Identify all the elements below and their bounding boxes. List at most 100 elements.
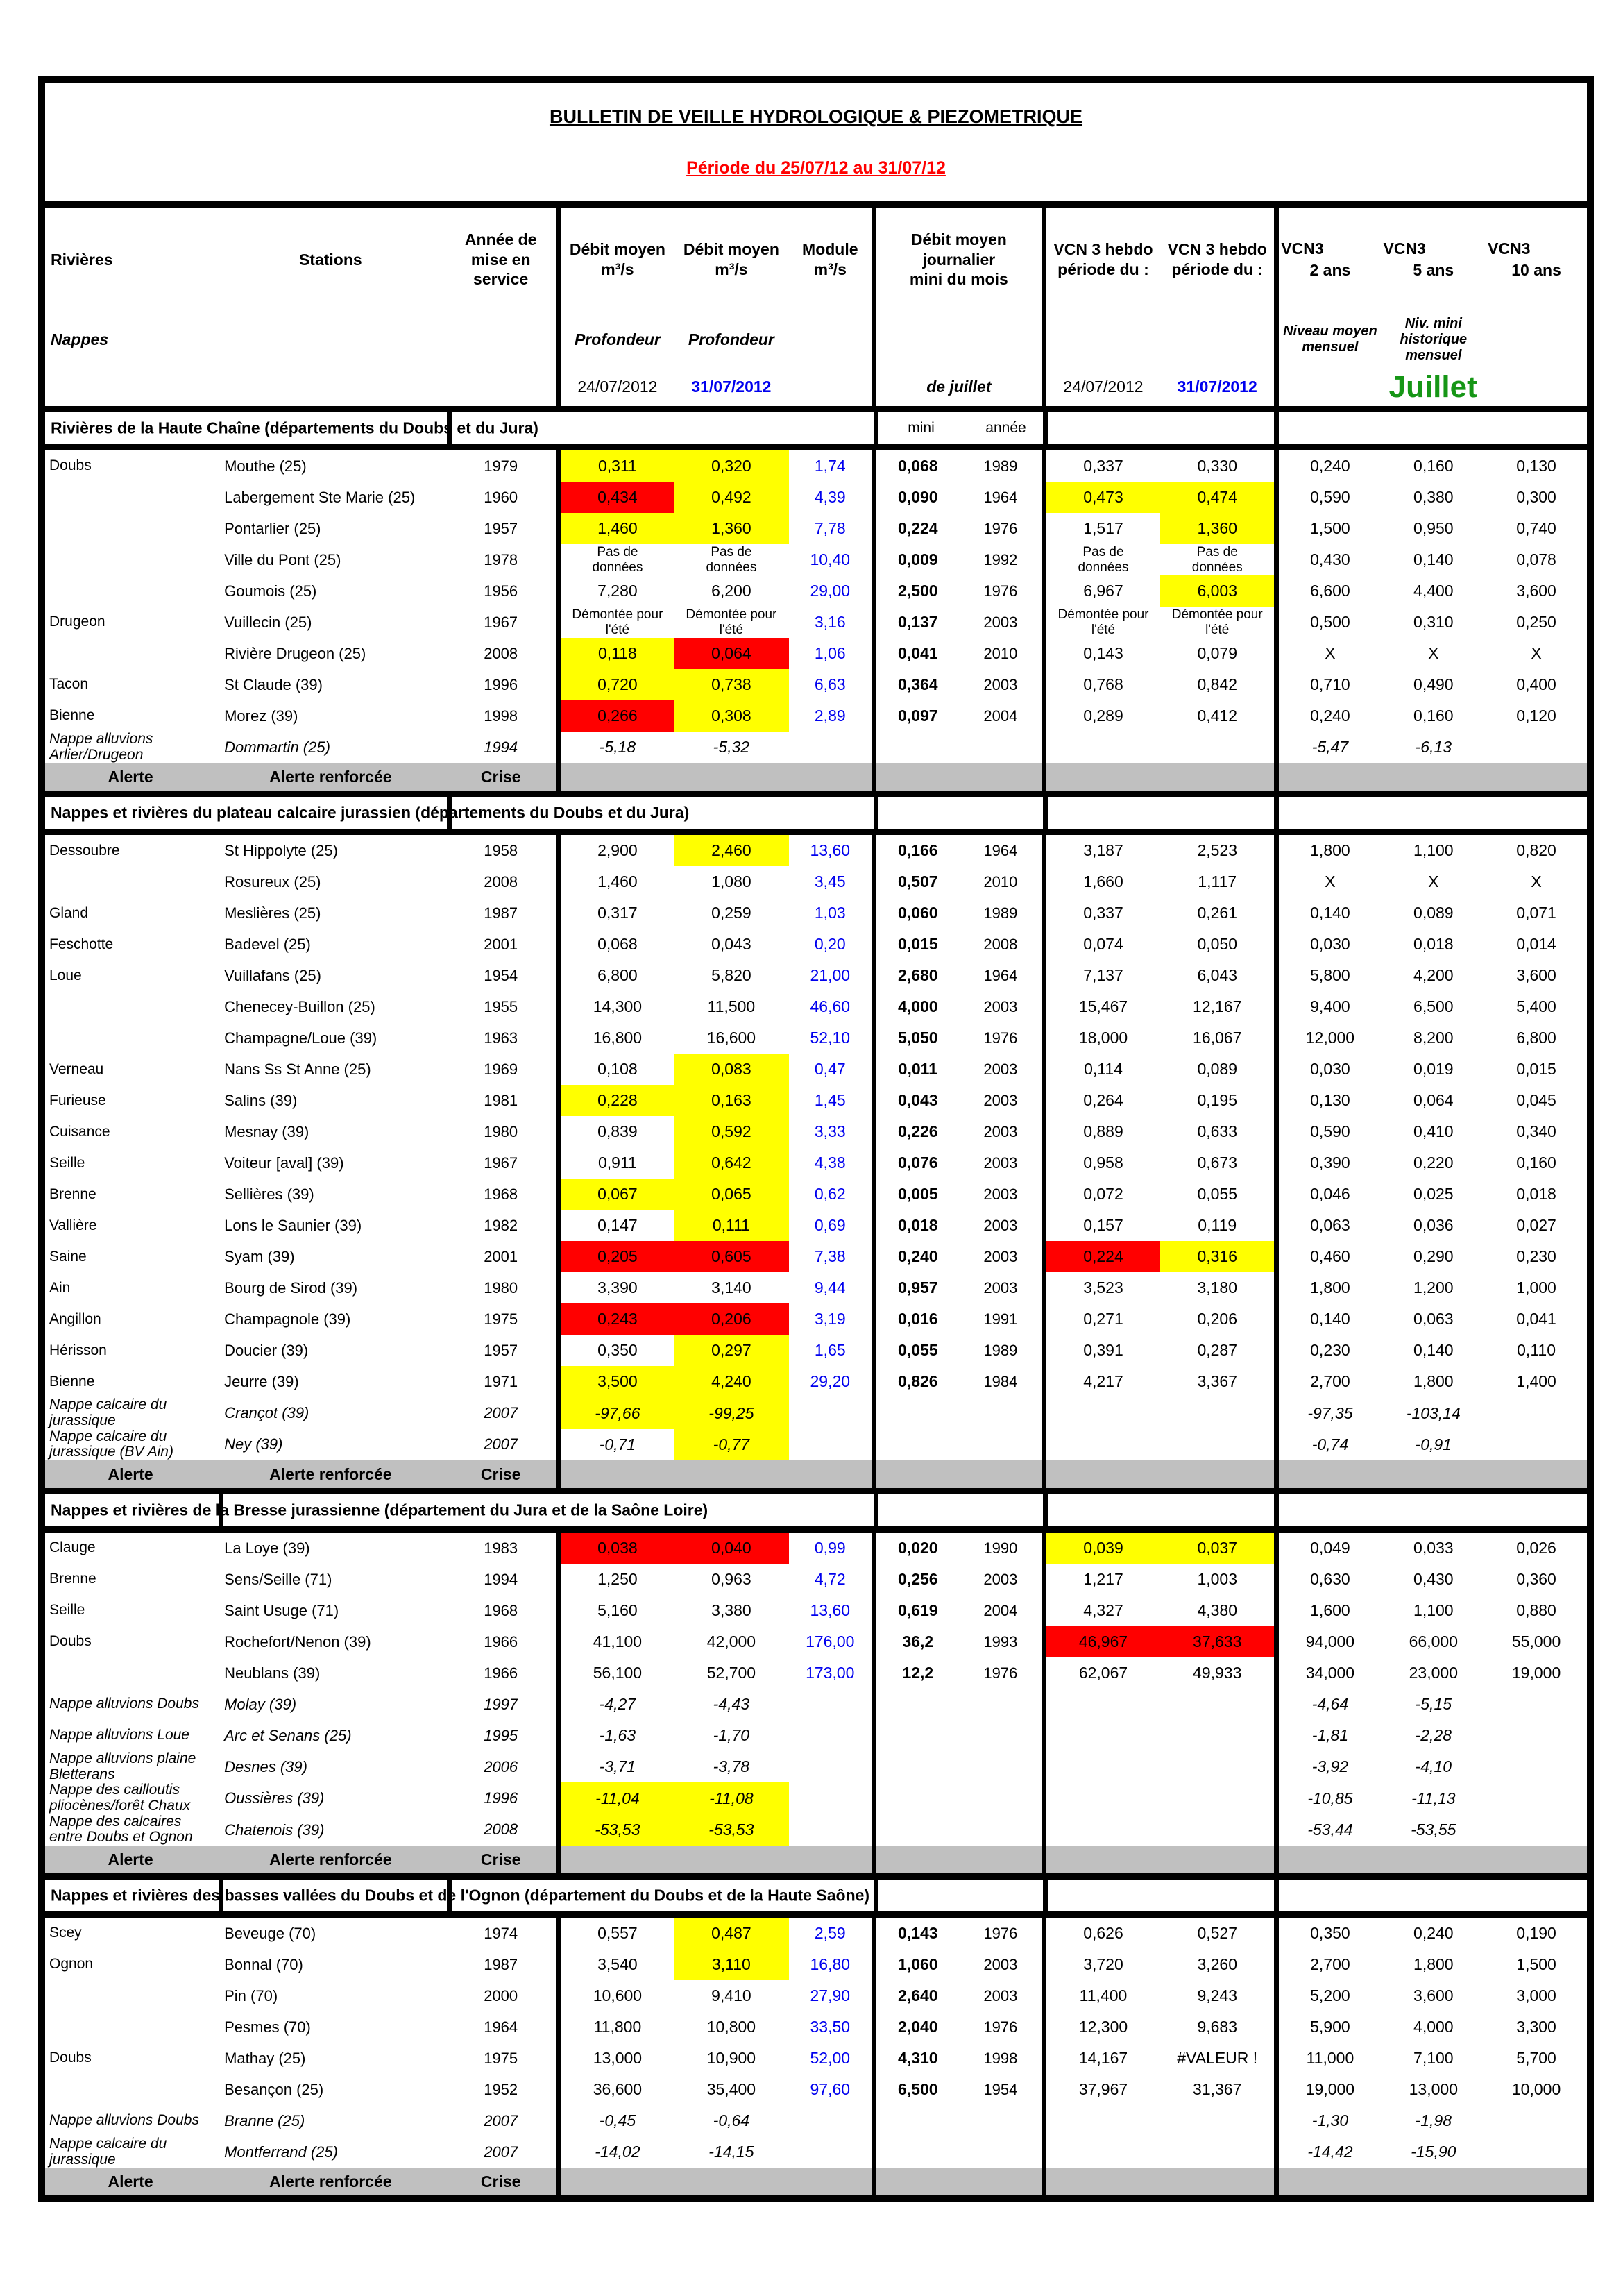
debit-moyen-cur: 0,111 <box>674 1210 789 1242</box>
vcn3-2ans: 0,240 <box>1274 700 1382 732</box>
module <box>789 1782 874 1814</box>
vcn3-2ans: 2,700 <box>1274 1366 1382 1398</box>
module <box>789 1751 874 1782</box>
vcn3-hebdo-prev: 46,967 <box>1041 1626 1161 1658</box>
vcn3-hebdo-prev: 0,271 <box>1041 1303 1161 1335</box>
station-row: Hérisson Doucier (39) 1957 0,350 0,297 1,65 0,… <box>42 1335 1590 1367</box>
debit-moyen-prev: 0,557 <box>556 1914 674 1950</box>
vcn3-10ans: 0,130 <box>1516 457 1556 475</box>
mini-du-mois: 2,640 <box>871 1980 960 2012</box>
vcn3-hebdo-cur <box>1160 1397 1277 1428</box>
year-in-service: 1994 <box>484 738 518 756</box>
vcn3-10ans: 10,000 <box>1511 2080 1561 2099</box>
mini-du-mois: 0,009 <box>871 544 960 575</box>
section-divider <box>1043 1880 1048 1912</box>
vcn3-5ans: 0,019 <box>1413 1060 1454 1079</box>
debit-moyen-cur: -11,08 <box>674 1782 789 1814</box>
module: 3,45 <box>814 872 846 891</box>
debit-moyen-prev: 0,068 <box>556 929 674 961</box>
station-row: Pesmes (70) 1964 11,800 10,800 33,50 2,040 197… <box>42 2011 1590 2043</box>
mini-du-mois: 0,256 <box>871 1564 960 1596</box>
vcn3-5ans: 0,025 <box>1413 1185 1454 1204</box>
vcn3-5ans: -6,13 <box>1415 738 1452 757</box>
col-header-vcn3-hebdo-cur: VCN 3 hebdo période du : <box>1167 240 1267 278</box>
station-row: Bienne Jeurre (39) 1971 3,500 4,240 29,20 0,82… <box>42 1366 1590 1398</box>
mini-du-mois: 0,015 <box>871 929 960 961</box>
debit-moyen-cur: -53,53 <box>674 1814 789 1846</box>
station-row: Labergement Ste Marie (25) 1960 0,434 0,492… <box>42 482 1590 513</box>
vcn3-2ans: X <box>1274 866 1382 898</box>
legend-cell <box>556 1460 874 1492</box>
vcn3-5ans: 6,500 <box>1413 997 1454 1016</box>
mini-annee: 2003 <box>983 1955 1018 1973</box>
station-row: Drugeon Vuillecin (25) 1967 Démontée pour l… <box>42 607 1590 638</box>
module: 7,38 <box>814 1247 846 1266</box>
mini-annee: 1989 <box>983 457 1018 475</box>
station-row: Neublans (39) 1966 56,100 52,700 173,00 12,2 1… <box>42 1657 1590 1689</box>
station-row: Nappe calcaire du jurassique Crançot (39)… <box>42 1396 1590 1429</box>
year-in-service: 2001 <box>484 1247 518 1265</box>
module: 16,80 <box>810 1955 851 1974</box>
station-name: Badevel (25) <box>224 935 311 953</box>
year-in-service: 1960 <box>484 488 518 506</box>
debit-moyen-prev: 36,600 <box>556 2074 674 2106</box>
col-header-annee: Année de mise en service <box>464 230 537 289</box>
vcn3-hebdo-cur: Pas de données <box>1191 545 1243 575</box>
date-vcn3-prev: 24/07/2012 <box>1041 367 1161 412</box>
vcn3-10ans: 0,120 <box>1516 707 1556 725</box>
debit-moyen-cur: 0,040 <box>674 1529 789 1564</box>
vcn3-5ans: 0,950 <box>1413 519 1454 537</box>
vcn3-hebdo-cur: 0,287 <box>1197 1341 1237 1360</box>
debit-moyen-cur: 0,259 <box>711 904 751 922</box>
vcn3-hebdo-cur: 0,261 <box>1197 904 1237 922</box>
vcn3-hebdo-prev <box>1041 1782 1161 1814</box>
vcn3-hebdo-prev <box>1041 2105 1161 2137</box>
station-row: Brenne Sellières (39) 1968 0,067 0,065 0,62 0,… <box>42 1179 1590 1210</box>
date-vcn3-cur: 31/07/2012 <box>1160 367 1277 412</box>
mini-annee: 1998 <box>983 2049 1018 2067</box>
vcn3-5ans: -53,55 <box>1411 1820 1456 1839</box>
module: 33,50 <box>810 2018 851 2036</box>
vcn3-2ans: 5,800 <box>1274 960 1382 992</box>
debit-moyen-prev: 1,460 <box>556 513 674 544</box>
vcn3-hebdo-prev: 14,167 <box>1041 2043 1161 2075</box>
vcn3-hebdo-cur: 1,003 <box>1197 1570 1237 1589</box>
vcn3-10ans: 0,071 <box>1516 904 1556 922</box>
legend-row: Alerte Alerte renforcée Crise <box>42 1846 1590 1877</box>
vcn3-hebdo-prev: 3,720 <box>1041 1949 1161 1981</box>
vcn3-hebdo-cur <box>1160 1751 1277 1782</box>
mini-du-mois: 0,068 <box>871 447 960 482</box>
vcn3-10ans <box>1486 1782 1590 1814</box>
station-name: Arc et Senans (25) <box>224 1726 352 1744</box>
year-in-service: 1987 <box>484 1955 518 1973</box>
section-divider <box>1043 412 1048 444</box>
legend-cell <box>1274 1460 1590 1492</box>
river-name: Dessoubre <box>49 842 120 859</box>
mini-du-mois: 0,166 <box>871 832 960 867</box>
mini-du-mois: 0,240 <box>871 1241 960 1273</box>
vcn3-5ans: 0,380 <box>1413 488 1454 506</box>
debit-moyen-prev: 0,228 <box>556 1085 674 1117</box>
vcn3-hebdo-prev <box>1041 1814 1161 1846</box>
debit-moyen-cur: 2,460 <box>674 832 789 867</box>
vcn3-2ans: -4,64 <box>1274 1689 1382 1721</box>
vcn3-hebdo-cur: 0,119 <box>1198 1216 1237 1235</box>
label-de-juillet: de juillet <box>871 367 1044 412</box>
vcn3-hebdo-prev: 0,626 <box>1041 1914 1161 1950</box>
debit-moyen-cur: 52,700 <box>706 1664 756 1682</box>
vcn3-5ans: X <box>1428 644 1439 662</box>
mini-du-mois <box>871 732 960 763</box>
vcn3-hebdo-prev: 7,137 <box>1041 960 1161 992</box>
header-row-1: Rivières Stations Année de mise en servi… <box>42 204 1590 312</box>
vcn3-hebdo-prev: 11,400 <box>1041 1980 1161 2012</box>
vcn3-10ans: 0,018 <box>1516 1185 1556 1204</box>
legend-label: Alerte renforcée <box>216 2168 445 2200</box>
mini-du-mois: 0,060 <box>871 897 960 929</box>
vcn3-hebdo-cur: 9,683 <box>1197 2018 1237 2036</box>
river-name: Brenne <box>49 1185 96 1202</box>
vcn3-10ans: 0,160 <box>1516 1154 1556 1172</box>
station-name: Sellières (39) <box>224 1185 314 1203</box>
mini-du-mois: 0,043 <box>871 1085 960 1117</box>
year-in-service: 2007 <box>484 2143 518 2161</box>
